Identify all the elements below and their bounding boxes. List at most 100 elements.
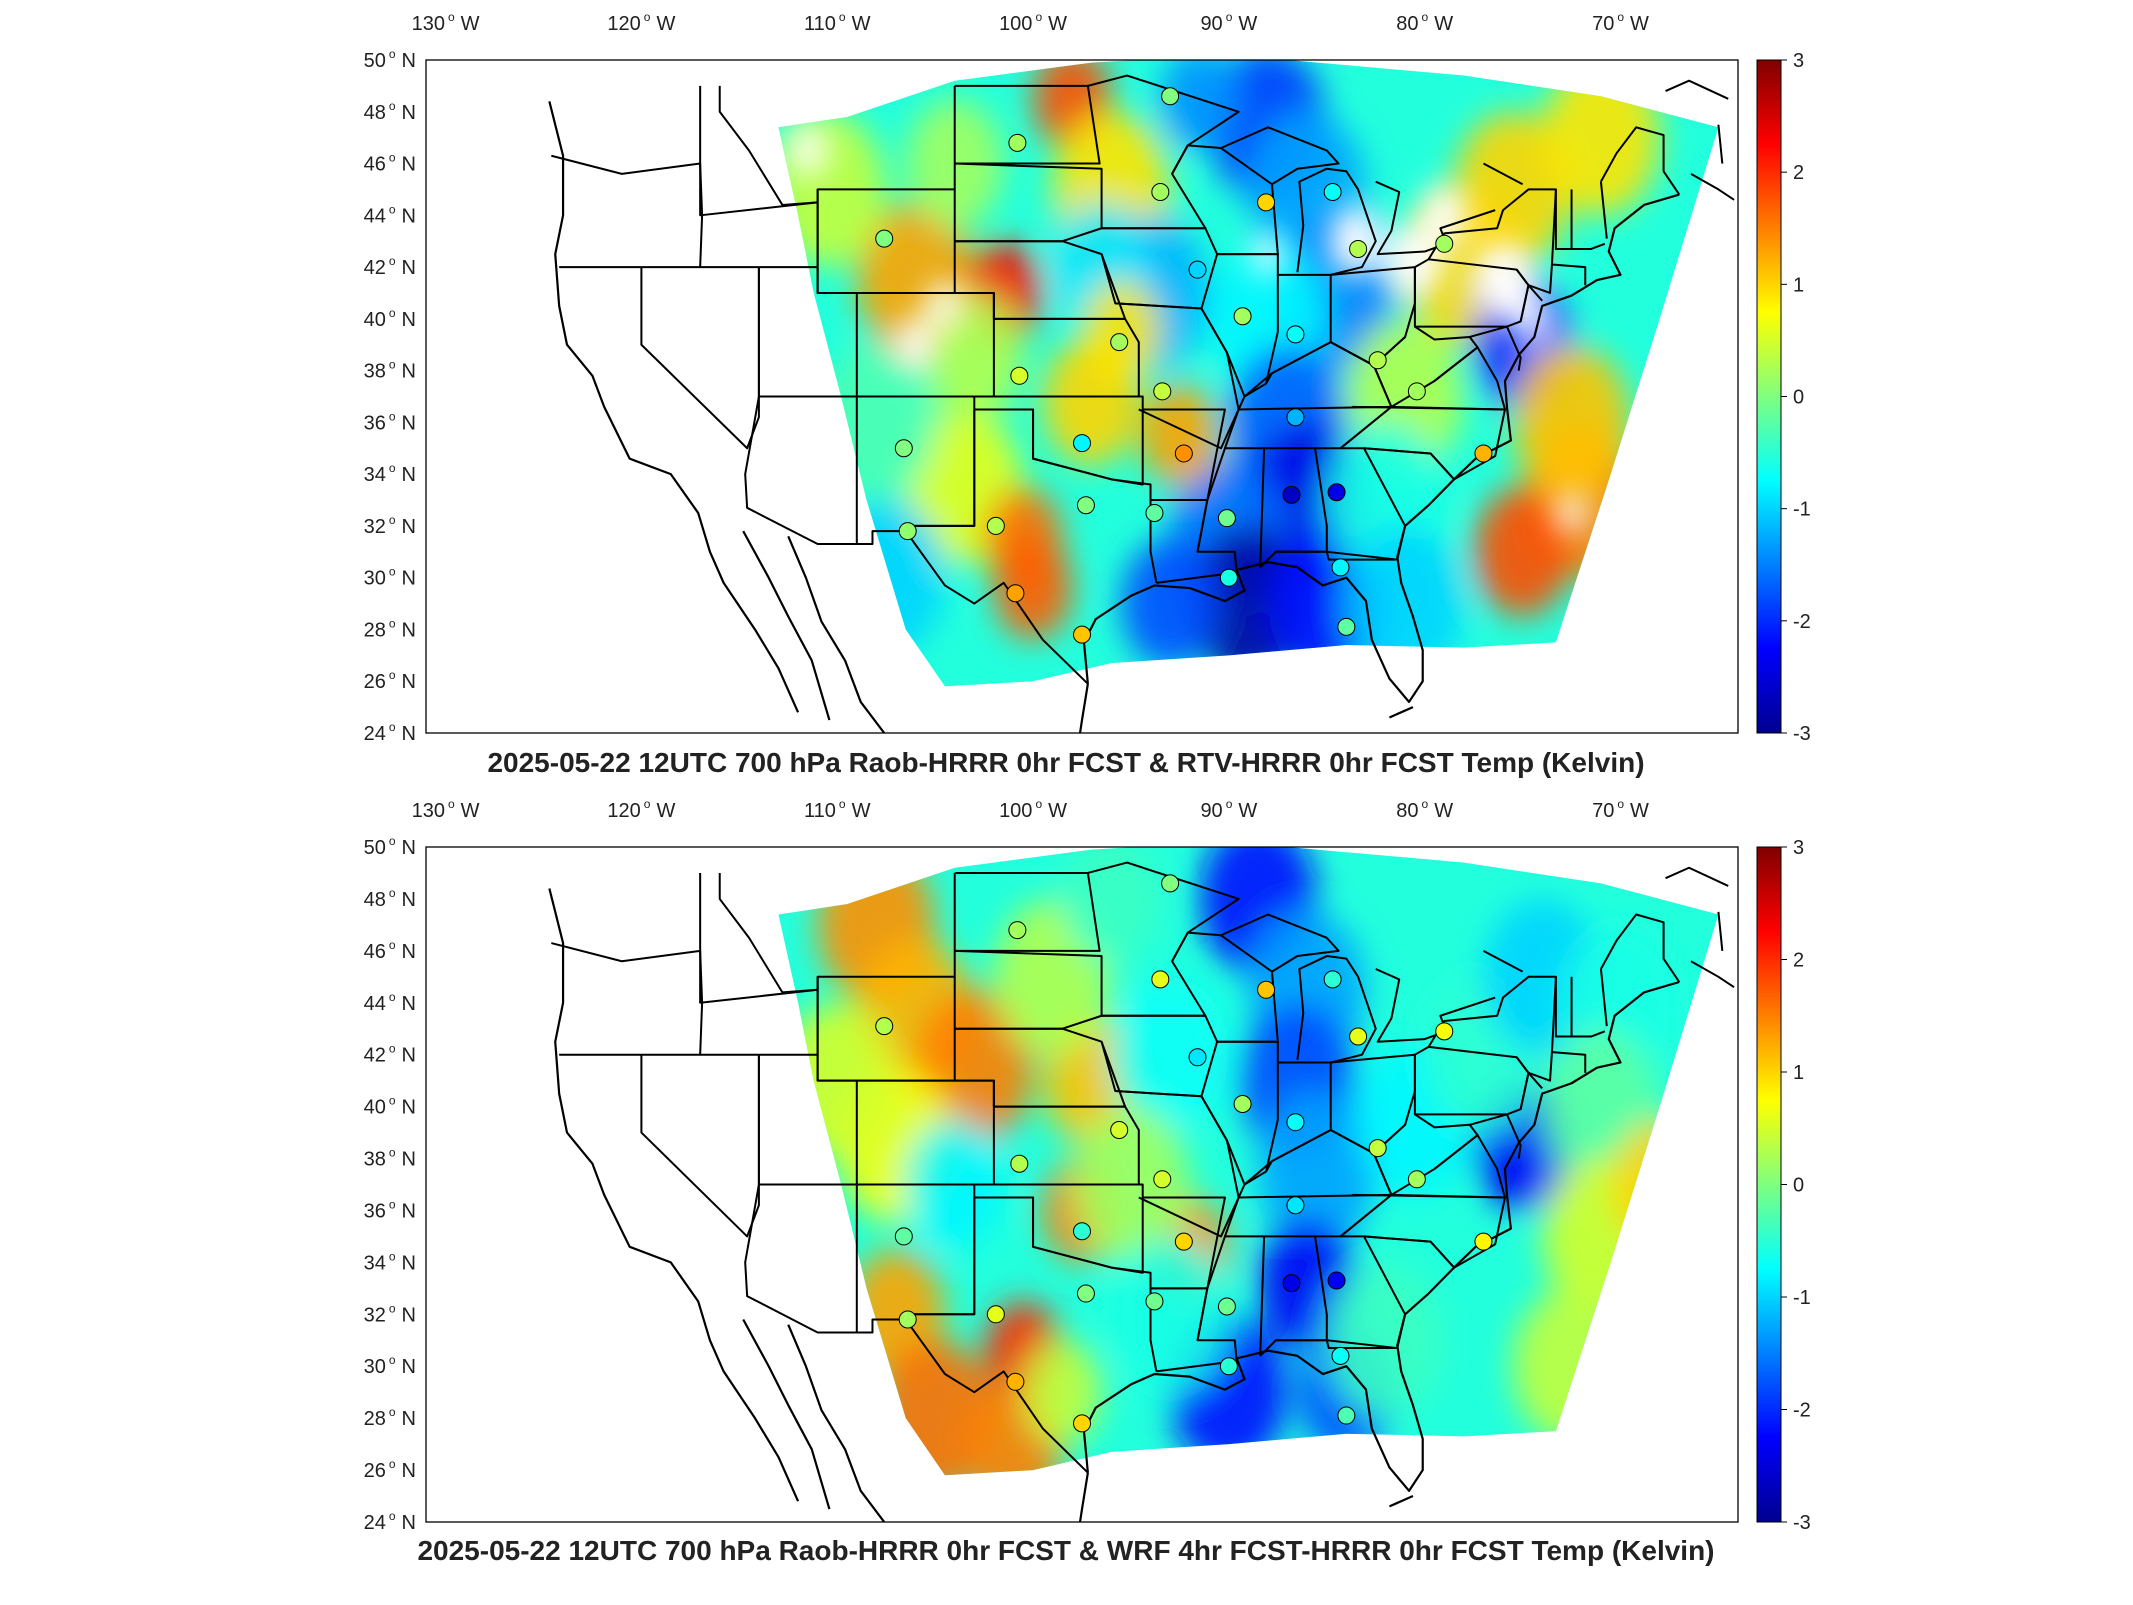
coastline: [1078, 683, 1089, 733]
state-boundary: [1296, 955, 1377, 1064]
coastline: [548, 888, 800, 1502]
raob-station-marker: [1257, 193, 1276, 212]
raob-station-marker: [1435, 234, 1454, 253]
raob-station-marker: [1151, 183, 1170, 202]
state-boundary: [1363, 447, 1455, 481]
state-boundary: [1427, 188, 1557, 294]
latitude-tick-label: 46 o N: [364, 938, 416, 963]
field-anomaly: [1082, 280, 1161, 384]
latitude-tick-label: 24 o N: [364, 1509, 416, 1534]
state-boundary: [1600, 126, 1681, 196]
longitude-tick-label: 70 o W: [1592, 10, 1649, 35]
field-anomaly: [1512, 1288, 1631, 1445]
state-boundary: [1519, 284, 1543, 322]
latitude-tick-label: 42 o N: [364, 1042, 416, 1067]
state-boundary: [1363, 1235, 1455, 1269]
raob-station-marker: [1323, 970, 1342, 989]
raob-station-marker: [1076, 496, 1095, 515]
raob-station-marker: [1286, 1196, 1305, 1215]
latitude-tick-label: 50 o N: [364, 834, 416, 859]
state-boundary: [1275, 550, 1396, 561]
colorbar-tick-labels: 3 2 1 0 -1 -2 -3: [1781, 50, 1811, 745]
state-boundary: [954, 871, 1101, 952]
field-anomaly: [827, 500, 945, 656]
state-boundary: [1600, 913, 1681, 983]
raob-stations: [875, 874, 1493, 1433]
panel-title: 2025-05-22 12UTC 700 hPa Raob-HRRR 0hr F…: [487, 747, 1644, 778]
state-boundary: [1330, 1053, 1416, 1155]
longitude-tick-label: 120 o W: [607, 10, 675, 35]
field-anomaly: [1610, 1119, 1709, 1250]
state-boundaries: [548, 74, 1735, 733]
latitude-tick-labels: 50 o N 48 o N 46 o N 44 o N 42 o N 40 o N 38 o N 36 o N 34 o N 32 o N…: [364, 47, 416, 745]
missing-data-patch: [1387, 225, 1443, 299]
state-boundary: [1375, 180, 1496, 256]
field-anomaly: [1111, 1236, 1229, 1393]
state-boundary: [1665, 866, 1729, 887]
raob-station-marker: [1474, 1232, 1493, 1251]
raob-station-marker: [1368, 351, 1387, 370]
raob-station-marker: [1174, 1232, 1193, 1251]
longitude-tick-label: 100 o W: [999, 10, 1067, 35]
raob-station-marker: [1233, 307, 1252, 326]
field-anomaly: [1473, 487, 1572, 617]
raob-station-marker: [1188, 260, 1207, 279]
colorbar-tick-label: -1: [1793, 499, 1811, 521]
latitude-tick-label: 46 o N: [364, 151, 416, 176]
coastline: [787, 535, 886, 733]
raob-station-marker: [1010, 366, 1029, 385]
raob-station-marker: [1435, 1022, 1454, 1041]
latitude-tick-label: 36 o N: [364, 409, 416, 434]
raob-station-marker: [1110, 333, 1129, 352]
state-boundary: [718, 872, 956, 994]
field-anomaly: [1542, 60, 1660, 216]
raob-station-marker: [898, 1310, 917, 1329]
colorbar-tick-labels: 3 2 1 0 -1 -2 -3: [1781, 837, 1811, 1534]
latitude-tick-labels: 50 o N 48 o N 46 o N 44 o N 42 o N 40 o N 38 o N 36 o N 34 o N 32 o N…: [364, 834, 416, 1534]
latitude-tick-label: 38 o N: [364, 1146, 416, 1171]
field-anomaly: [1140, 383, 1220, 488]
longitude-tick-label: 120 o W: [607, 797, 675, 822]
coastline: [742, 1318, 831, 1510]
colorbar-tick-label: -3: [1793, 1512, 1811, 1534]
field-anomaly: [1258, 1093, 1376, 1250]
state-boundary: [1599, 968, 1608, 1027]
state-boundary: [551, 154, 704, 269]
missing-data-patch: [788, 124, 828, 177]
raob-station-marker: [1161, 874, 1180, 893]
state-boundary: [1551, 1051, 1587, 1073]
state-boundary: [1482, 949, 1524, 973]
state-boundary: [1296, 167, 1377, 276]
raob-station-marker: [898, 522, 917, 541]
coastline: [1082, 193, 1680, 704]
missing-data-patch: [1555, 492, 1588, 534]
raob-station-marker: [986, 1305, 1005, 1324]
longitude-tick-label: 110 o W: [804, 10, 871, 35]
state-boundary: [902, 1316, 1089, 1474]
field-anomaly: [1512, 344, 1631, 501]
state-boundary: [1115, 1090, 1240, 1238]
longitude-tick-label: 110 o W: [804, 797, 871, 822]
latitude-tick-label: 34 o N: [364, 461, 416, 486]
state-boundary: [1469, 1113, 1508, 1126]
colorbar-tick-label: -2: [1793, 1400, 1811, 1422]
raob-station-marker: [1474, 444, 1493, 463]
longitude-tick-label: 80 o W: [1396, 797, 1453, 822]
state-boundary: [1115, 302, 1240, 450]
raob-station-marker: [1006, 584, 1025, 603]
state-boundary: [718, 85, 956, 206]
state-boundary: [1469, 325, 1508, 338]
missing-data-patch: [1512, 292, 1552, 345]
state-boundary: [1482, 162, 1524, 186]
colorbar-tick-label: 1: [1793, 274, 1804, 296]
raob-station-marker: [1331, 558, 1350, 577]
raob-station-marker: [1282, 1274, 1301, 1293]
field-anomaly: [1346, 525, 1464, 682]
raob-station-marker: [875, 1017, 894, 1036]
state-boundary: [1220, 126, 1340, 186]
longitude-tick-label: 70 o W: [1592, 797, 1649, 822]
field-anomaly: [1121, 538, 1220, 669]
state-boundary: [1200, 253, 1279, 398]
field-anomaly: [993, 536, 1073, 640]
